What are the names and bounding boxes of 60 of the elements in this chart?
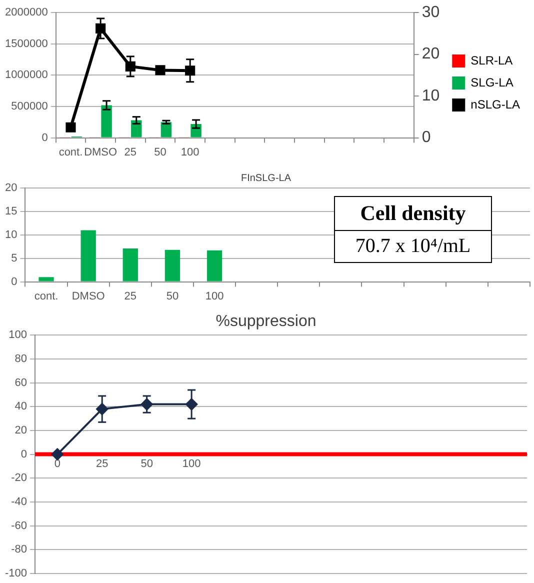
legend-label: SLG-LA — [470, 75, 514, 90]
x-tick-label: cont. — [58, 146, 83, 158]
x-tick-label: 100 — [182, 458, 201, 470]
bar — [206, 250, 222, 282]
x-tick-label: 25 — [124, 290, 137, 302]
x-tick-label: cont. — [34, 290, 58, 302]
y-tick-label: -60 — [11, 520, 28, 532]
y-tick-label: 0 — [42, 132, 48, 144]
bar — [122, 248, 138, 282]
chart-title: %suppression — [216, 313, 316, 330]
bar — [131, 120, 142, 138]
x-tick-label: 100 — [180, 146, 200, 158]
y-tick-label: 500000 — [11, 100, 48, 113]
x-tick-label: 100 — [205, 290, 224, 302]
text-box: Cell density 70.7 x 10⁴/mL — [334, 196, 492, 263]
bar — [80, 230, 96, 282]
bar — [38, 277, 54, 282]
bar — [164, 250, 180, 282]
y2-tick-label: 30 — [422, 4, 440, 22]
chart-title: FInSLG-LA — [240, 172, 292, 184]
point — [96, 23, 106, 34]
y-tick-label: 20 — [4, 182, 18, 194]
x-tick-label: 0 — [54, 458, 60, 470]
x-tick-label: DMSO — [72, 290, 106, 302]
y2-tick-label: 20 — [422, 46, 440, 63]
y-tick-label: 0 — [20, 448, 28, 460]
y-tick-label: 2000000 — [4, 6, 48, 19]
annotation: 70.7 x 10⁴/mL — [354, 234, 472, 259]
legend-label: SLR-LA — [470, 53, 513, 68]
y-tick-label: 1500000 — [4, 38, 48, 50]
x-tick-label: 50 — [154, 146, 166, 158]
y2-tick-label: 10 — [422, 87, 440, 104]
legend-label: nSLG-LA — [470, 97, 520, 112]
point — [185, 66, 196, 76]
x-tick-label: 25 — [124, 146, 137, 158]
x-tick-label: 50 — [140, 458, 153, 470]
point — [125, 61, 136, 72]
y-tick-label: 20 — [14, 424, 28, 437]
x-tick-label: DMSO — [84, 146, 118, 158]
x-tick-label: 50 — [166, 290, 179, 302]
y-tick-label: 1000000 — [4, 69, 48, 82]
y-tick-label: -100 — [4, 567, 28, 580]
y-tick-label: -20 — [11, 472, 28, 484]
y-tick-label: 10 — [4, 228, 18, 241]
point — [66, 122, 76, 132]
y-tick-label: 40 — [14, 400, 28, 413]
bar — [101, 105, 112, 138]
y-tick-label: 15 — [4, 205, 18, 218]
y-tick-label: -40 — [11, 496, 28, 508]
y-tick-label: 60 — [14, 376, 28, 389]
y-tick-label: 100 — [8, 329, 28, 342]
x-tick-label: 25 — [96, 458, 108, 470]
bar — [160, 122, 172, 138]
y-tick-label: 80 — [14, 353, 28, 366]
y-tick-label: 0 — [11, 276, 18, 288]
point — [51, 448, 64, 460]
y-tick-label: 5 — [11, 252, 18, 264]
y-tick-label: -80 — [11, 544, 28, 556]
annotation: Cell density — [335, 197, 491, 231]
y2-tick-label: 0 — [422, 129, 431, 146]
